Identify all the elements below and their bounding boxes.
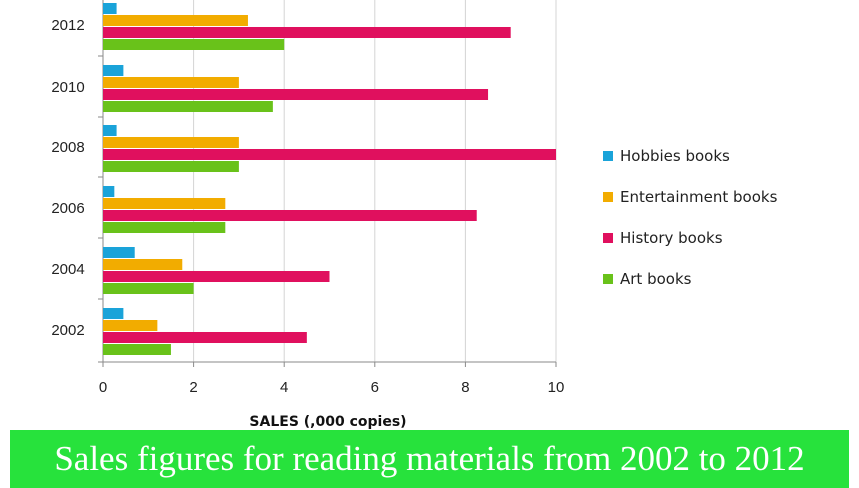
x-tick-label: 8 — [461, 379, 469, 396]
bars — [103, 3, 556, 355]
y-tick-label: 2012 — [51, 17, 84, 34]
bar-art-books-2004 — [103, 283, 194, 294]
bar-entertainment-books-2010 — [103, 77, 239, 88]
x-axis-labels: 0 2 4 6 8 10 — [99, 379, 565, 396]
bar-hobbies-books-2012 — [103, 3, 117, 14]
bar-entertainment-books-2004 — [103, 259, 183, 270]
bar-art-books-2012 — [103, 39, 285, 50]
y-tick-label: 2008 — [51, 139, 84, 156]
y-tick-label: 2006 — [51, 200, 84, 217]
legend: Hobbies books Entertainment books History … — [603, 147, 778, 288]
bar-entertainment-books-2002 — [103, 320, 158, 331]
gridlines — [98, 0, 557, 367]
x-tick-label: 2 — [189, 379, 197, 396]
chart-title-banner: Sales figures for reading materials from… — [10, 430, 849, 488]
bar-art-books-2002 — [103, 344, 171, 355]
bar-hobbies-books-2010 — [103, 65, 124, 76]
bar-history-books-2004 — [103, 271, 330, 282]
legend-label: Hobbies books — [620, 147, 730, 165]
legend-swatch — [603, 233, 613, 243]
legend-label: History books — [620, 229, 723, 247]
x-tick-label: 10 — [548, 379, 565, 396]
x-tick-label: 6 — [371, 379, 379, 396]
x-tick-label: 4 — [280, 379, 288, 396]
bar-history-books-2006 — [103, 210, 477, 221]
bar-history-books-2008 — [103, 149, 556, 160]
bar-hobbies-books-2006 — [103, 186, 115, 197]
legend-swatch — [603, 192, 613, 202]
x-tick-label: 0 — [99, 379, 107, 396]
y-tick-label: 2004 — [51, 261, 84, 278]
bar-history-books-2010 — [103, 89, 489, 100]
bar-entertainment-books-2012 — [103, 15, 248, 26]
bar-entertainment-books-2006 — [103, 198, 226, 209]
bar-art-books-2010 — [103, 101, 273, 112]
bar-entertainment-books-2008 — [103, 137, 239, 148]
bar-history-books-2002 — [103, 332, 307, 343]
bar-chart: 2012 2010 2008 2006 2004 2002 0 2 4 6 8 10 SALES (… — [51, 0, 778, 430]
chart-title: Sales figures for reading materials from… — [54, 439, 805, 478]
bar-art-books-2008 — [103, 161, 239, 172]
bar-art-books-2006 — [103, 222, 226, 233]
y-tick-label: 2002 — [51, 322, 84, 339]
bar-hobbies-books-2008 — [103, 125, 117, 136]
y-axis-labels: 2012 2010 2008 2006 2004 2002 — [51, 17, 84, 339]
bar-history-books-2012 — [103, 27, 511, 38]
bar-hobbies-books-2004 — [103, 247, 135, 258]
bar-hobbies-books-2002 — [103, 308, 124, 319]
x-axis-title: SALES (,000 copies) — [249, 414, 406, 430]
legend-label: Entertainment books — [620, 188, 778, 206]
y-tick-label: 2010 — [51, 79, 84, 96]
legend-swatch — [603, 151, 613, 161]
legend-swatch — [603, 274, 613, 284]
legend-label: Art books — [620, 270, 692, 288]
